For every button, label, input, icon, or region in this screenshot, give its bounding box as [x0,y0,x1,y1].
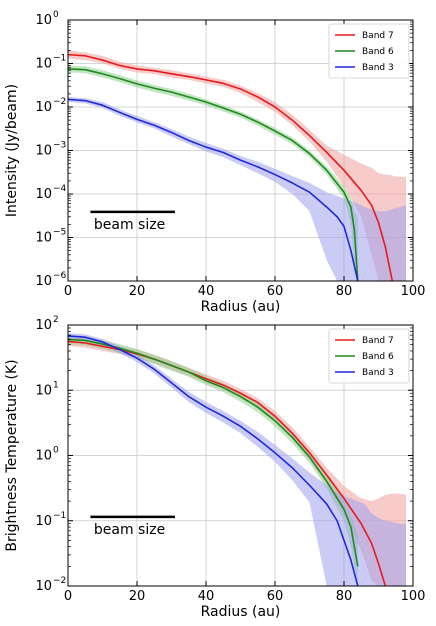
y-tick-label: 10 [35,579,52,594]
x-tick-label: 0 [64,284,72,299]
y-axis-label: Brightness Temperature (K) [4,359,20,551]
y-tick-label: 10 [35,514,52,529]
band-3-legend-label: Band 3 [362,368,394,378]
band-7-legend-label: Band 7 [362,31,394,41]
x-axis-label: Radius (au) [201,604,281,620]
band-7-legend-label: Band 7 [362,336,394,346]
band-3-line [68,98,359,281]
band-3-uncertainty-band [68,333,407,586]
legend-box [328,23,410,79]
y-tick-exponent: −4 [53,184,67,194]
plot-area [68,333,407,586]
band-7-line [68,53,394,281]
y-tick-exponent: −6 [53,271,67,281]
x-tick-label: 0 [64,589,72,604]
band-6-legend-label: Band 6 [362,47,394,57]
y-tick-label: 10 [35,57,52,72]
beam-size-label: beam size [94,217,165,233]
legend-box [328,328,410,384]
x-tick-label: 60 [267,589,284,604]
x-tick-label: 40 [198,284,215,299]
y-tick-label: 10 [35,449,52,464]
y-axis-label: Intensity (Jy/beam) [4,84,20,217]
y-tick-label: 10 [35,144,52,159]
y-tick-exponent: −2 [53,576,66,586]
band-3-uncertainty-band [68,96,407,281]
x-tick-label: 100 [401,589,426,604]
beam-size-label: beam size [94,522,165,538]
y-tick-exponent: −5 [53,228,66,238]
x-tick-label: 20 [129,589,146,604]
y-tick-exponent: 1 [53,380,59,390]
x-tick-label: 20 [129,284,146,299]
x-tick-label: 60 [267,284,284,299]
y-tick-exponent: −1 [53,511,66,521]
y-tick-label: 10 [35,187,52,202]
y-tick-exponent: −3 [53,141,66,151]
legend: Band 7 Band 6 Band 3 [328,328,410,384]
x-tick-label: 80 [336,284,353,299]
y-tick-label: 10 [35,383,52,398]
plot-area [68,50,407,281]
band-6-line [68,68,359,281]
x-tick-label: 100 [401,284,426,299]
band-6-line [68,338,359,567]
y-tick-exponent: 0 [53,10,59,20]
legend: Band 7 Band 6 Band 3 [328,23,410,79]
y-tick-label: 10 [35,274,52,289]
x-axis-label: Radius (au) [201,299,281,315]
band-3-line [68,335,359,586]
y-tick-exponent: −2 [53,97,66,107]
band-6-uncertainty-band [68,335,358,586]
x-tick-label: 80 [336,589,353,604]
band-7-line [68,340,387,586]
y-tick-exponent: −1 [53,54,66,64]
y-tick-exponent: 0 [53,446,59,456]
band-3-legend-label: Band 3 [362,63,394,73]
y-tick-exponent: 2 [53,315,59,325]
y-tick-label: 10 [35,231,52,246]
y-tick-label: 10 [35,318,52,333]
x-tick-label: 40 [198,589,215,604]
band-6-legend-label: Band 6 [362,352,394,362]
band-6-uncertainty-band [68,65,358,281]
y-tick-label: 10 [35,100,52,115]
y-tick-label: 10 [35,13,52,28]
